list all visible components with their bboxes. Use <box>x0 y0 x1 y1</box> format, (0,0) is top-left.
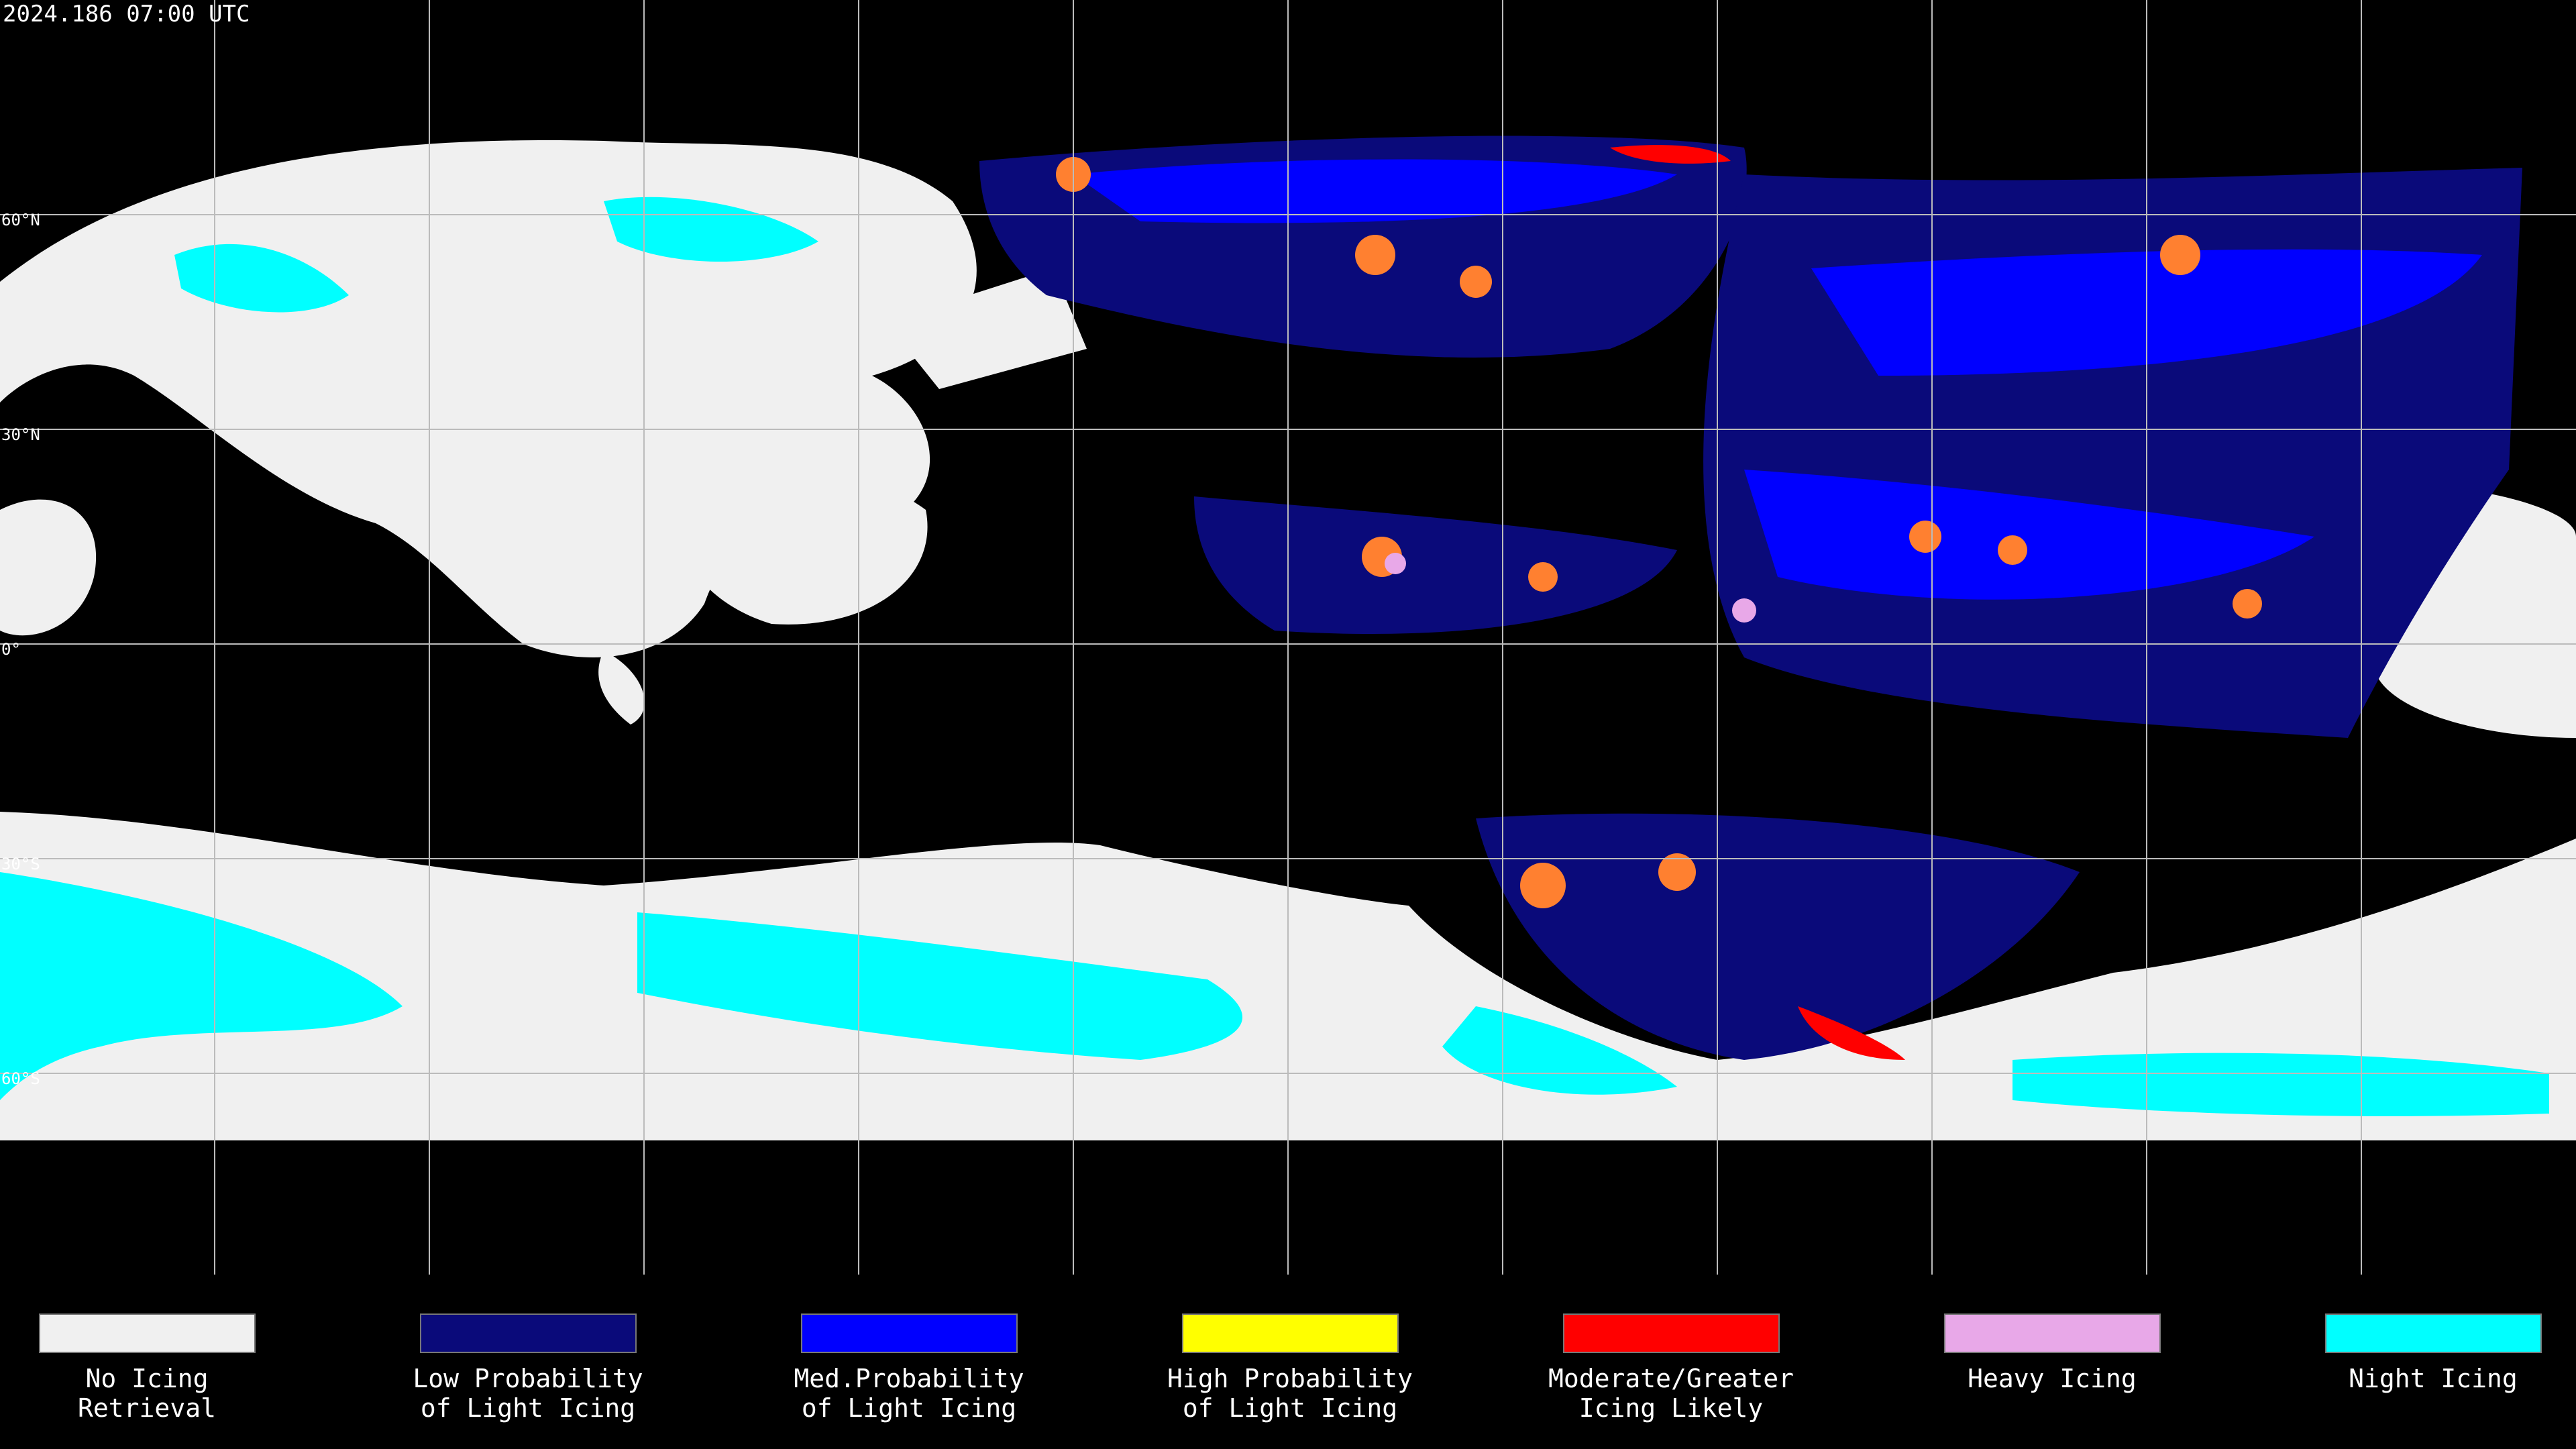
graticule <box>0 0 2576 1275</box>
legend-label: Moderate/Greater <box>1548 1364 1794 1393</box>
legend-label: of Light Icing <box>1183 1393 1397 1423</box>
cloud <box>174 244 349 313</box>
legend-swatch <box>2325 1313 2542 1353</box>
icing-spots <box>1056 157 2262 908</box>
legend-label: Night Icing <box>2349 1364 2518 1393</box>
legend-label: of Light Icing <box>802 1393 1016 1423</box>
legend-swatch <box>420 1313 637 1353</box>
cloud <box>0 499 97 636</box>
legend-swatch <box>1182 1313 1399 1353</box>
cloud <box>1194 496 1677 634</box>
icing-spot <box>1385 553 1406 574</box>
cloud <box>436 427 580 614</box>
cloud <box>604 197 818 262</box>
latitude-label: 30°S <box>1 855 40 873</box>
legend-swatch <box>801 1313 1018 1353</box>
cloud <box>669 469 928 625</box>
legend-swatch <box>1944 1313 2161 1353</box>
legend-label: High Probability <box>1167 1364 1413 1393</box>
cloud <box>885 268 1087 389</box>
timestamp: 2024.186 07:00 UTC <box>3 1 250 28</box>
legend-label: Icing Likely <box>1579 1393 1764 1423</box>
icing-spot <box>1610 145 1731 164</box>
cloud <box>598 651 645 724</box>
legend-label: Retrieval <box>78 1393 216 1423</box>
legend-label: No Icing <box>85 1364 208 1393</box>
latitude-label: 60°S <box>1 1069 40 1088</box>
legend-label: Heavy Icing <box>1968 1364 2137 1393</box>
latitude-label: 0° <box>1 640 21 659</box>
latitude-label: 60°N <box>1 211 40 229</box>
latitude-labels: 60°N 30°N 0° 30°S 60°S <box>1 211 40 1088</box>
icing-spot <box>1798 1006 1905 1060</box>
latitude-label: 30°N <box>1 425 40 444</box>
cloud <box>0 872 402 1100</box>
cloud <box>1476 813 2080 1060</box>
legend-label: Med.Probability <box>794 1364 1024 1393</box>
cloud <box>637 912 1243 1060</box>
legend-label: Low Probability <box>413 1364 643 1393</box>
legend-label: of Light Icing <box>421 1393 635 1423</box>
cloud <box>1442 1006 1677 1095</box>
cloud <box>1073 159 1677 223</box>
legend-swatch <box>1563 1313 1780 1353</box>
cloud <box>1744 470 2314 600</box>
legend-swatch <box>39 1313 256 1353</box>
icing-spot <box>1732 598 1756 623</box>
